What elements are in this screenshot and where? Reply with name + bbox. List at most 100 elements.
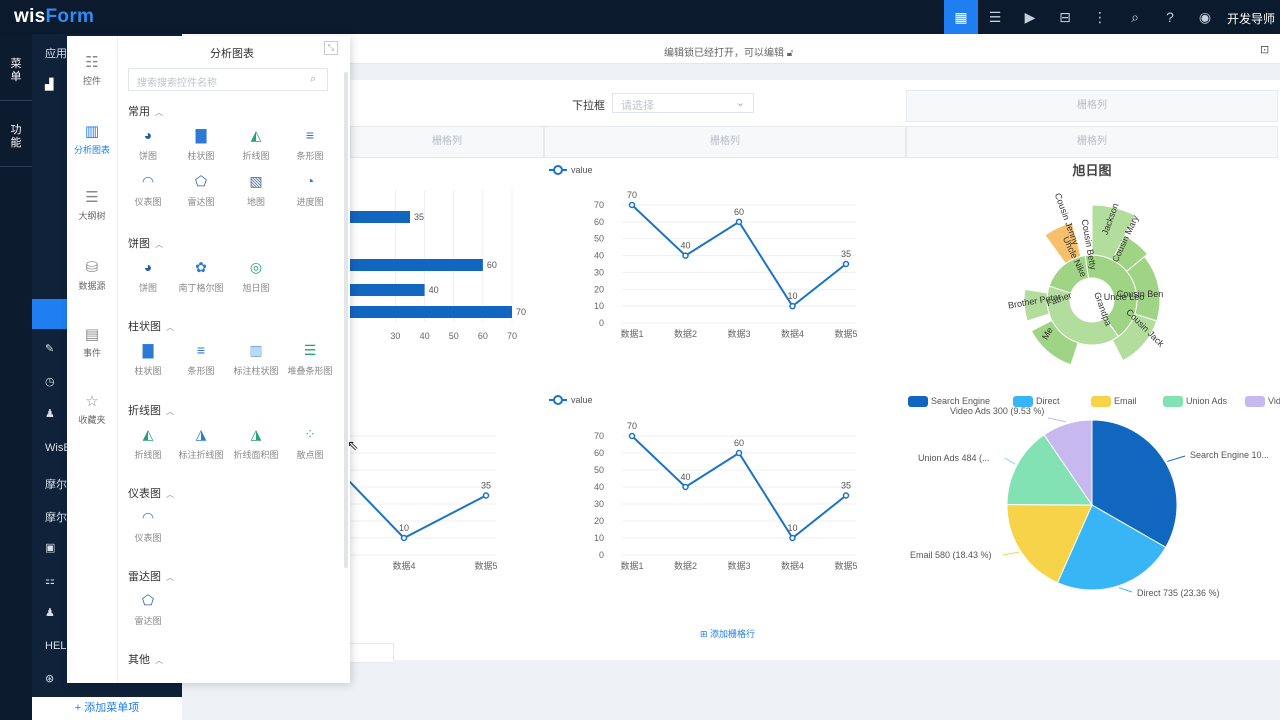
person-icon[interactable]: ♟ xyxy=(45,607,55,619)
line-chart-bottom[interactable]: 0 10 20 30 40 50 60 70 value 70 数据1 40 数据2 60 数据3 10 数据4… xyxy=(545,390,885,580)
panel-chart-item[interactable]: ◠ 仪表图 xyxy=(122,173,174,208)
database-icon[interactable]: ☰ xyxy=(988,8,1002,25)
sunburst-ring[interactable] xyxy=(1023,288,1050,322)
legend-swatch[interactable] xyxy=(908,396,928,407)
data-point[interactable] xyxy=(789,302,796,310)
grid-cell[interactable]: 栅格列 xyxy=(544,126,906,158)
panel-tab-1[interactable]: ▥ 分析图表 xyxy=(67,122,117,156)
panel-chart-item[interactable]: ⬠ 雷达图 xyxy=(175,173,227,208)
add-grid-row-button[interactable]: ⊞ 添加栅格行 xyxy=(700,629,756,639)
data-point[interactable] xyxy=(735,218,743,226)
panel-chart-item[interactable]: ◮ 折线面积图 xyxy=(230,426,282,461)
line-chart-top[interactable]: 0 10 20 30 40 50 60 70 value 70 数据1 40 数据2 60 数据3 10 数据4… xyxy=(545,160,885,350)
bar[interactable] xyxy=(345,259,483,271)
panel-pin-icon[interactable]: ⤡ xyxy=(324,41,338,55)
panel-tab-3[interactable]: ⛁ 数据源 xyxy=(67,258,117,292)
rail-menu-tab[interactable]: 菜单 xyxy=(10,58,22,83)
panel-chart-item[interactable]: ▧ 地图 xyxy=(230,173,282,208)
panel-chart-item[interactable]: ◭ 折线图 xyxy=(122,426,174,461)
panel-chart-item[interactable]: ☰ 堆叠条形图 xyxy=(284,342,336,377)
sunburst-ring[interactable] xyxy=(1044,221,1082,265)
panel-scrollbar[interactable] xyxy=(344,72,348,568)
pie-slice[interactable] xyxy=(1006,434,1093,506)
data-point[interactable] xyxy=(682,483,689,491)
grid-cell[interactable]: 栅格列 xyxy=(906,126,1278,158)
horizontal-bar-chart[interactable]: 30 40 50 60 70 35 60 40 70 xyxy=(345,160,530,350)
globe-icon[interactable]: ⊛ xyxy=(45,673,55,685)
panel-search-input[interactable]: 搜索搜索控件名称 xyxy=(128,68,328,91)
legend-swatch[interactable] xyxy=(1013,396,1033,407)
grid-cell[interactable]: 栅格列 xyxy=(350,126,544,158)
panel-section-header[interactable]: 仪表图 ︿ xyxy=(128,485,174,501)
panel-section-header[interactable]: 其他 ︿ xyxy=(128,651,163,667)
pie-slice[interactable] xyxy=(1056,504,1167,591)
panel-section-header[interactable]: 折线图 ︿ xyxy=(128,402,174,418)
app-menu-active-item[interactable] xyxy=(32,299,68,329)
search-icon[interactable]: ⌕ xyxy=(310,73,317,85)
panel-chart-item[interactable]: ⁘ 散点图 xyxy=(284,426,336,461)
export-icon[interactable]: ⊡ xyxy=(1260,44,1270,56)
grid-cell[interactable]: 栅格列 xyxy=(906,90,1278,122)
panel-chart-item[interactable]: ◕ 饼图 xyxy=(122,127,174,162)
legend-swatch[interactable] xyxy=(1163,396,1183,407)
app-menu-item[interactable]: 摩尔 xyxy=(45,479,67,491)
app-menu-item[interactable]: HELI xyxy=(45,640,70,652)
combo-select[interactable]: 请选择 ⌄ xyxy=(612,93,754,113)
pie-chart[interactable]: Search Engine Direct Email Union Ads Video A… xyxy=(900,390,1280,610)
layout-icon[interactable]: ▦ xyxy=(944,0,978,34)
pie-slice[interactable] xyxy=(1006,504,1093,584)
bar[interactable] xyxy=(345,306,512,318)
data-point[interactable] xyxy=(842,260,850,268)
pie-slice[interactable] xyxy=(1091,419,1178,549)
users-icon[interactable]: ♟ xyxy=(45,408,55,420)
edit-icon[interactable]: ✎ xyxy=(45,343,55,355)
data-point[interactable] xyxy=(735,449,743,457)
clock-icon[interactable]: ◷ xyxy=(45,376,55,388)
org-icon[interactable]: ⚏ xyxy=(45,575,55,587)
sunburst-ring[interactable] xyxy=(1030,319,1079,366)
pie-slice[interactable] xyxy=(1043,419,1093,507)
sunburst-ring[interactable] xyxy=(1111,235,1149,273)
data-point[interactable] xyxy=(682,252,689,259)
search-icon[interactable]: ⌕ xyxy=(1131,8,1139,25)
data-point[interactable] xyxy=(842,492,850,499)
app-menu-item[interactable]: 摩尔 xyxy=(45,512,67,524)
data-point[interactable] xyxy=(482,492,490,499)
panel-chart-item[interactable]: ▇ 柱状图 xyxy=(175,127,227,162)
panel-tab-2[interactable]: ☰ 大纲树 xyxy=(67,188,117,222)
panel-chart-item[interactable]: ▇ 柱状图 xyxy=(122,342,174,377)
rail-function-tab[interactable]: 功能 xyxy=(10,124,22,149)
legend-swatch[interactable] xyxy=(1245,396,1265,407)
add-menu-item-button[interactable]: + 添加菜单项 xyxy=(32,697,182,720)
panel-section-header[interactable]: 常用 ︿ xyxy=(128,103,163,119)
panel-chart-item[interactable]: ≡ 条形图 xyxy=(175,342,227,377)
sunburst-ring[interactable] xyxy=(1048,254,1090,294)
preview-icon[interactable]: ▶ xyxy=(1024,8,1036,25)
box-icon[interactable]: ▣ xyxy=(45,542,56,554)
bar[interactable] xyxy=(345,284,425,296)
panel-chart-item[interactable]: ◠ 仪表图 xyxy=(122,509,174,544)
publish-icon[interactable]: ⊟ xyxy=(1059,8,1071,25)
panel-section-header[interactable]: 雷达图 ︿ xyxy=(128,568,174,584)
bar[interactable] xyxy=(345,211,410,223)
panel-chart-item[interactable]: ◕ 饼图 xyxy=(122,259,174,294)
sunburst-ring[interactable] xyxy=(1111,313,1158,362)
partial-input[interactable] xyxy=(348,643,394,663)
panel-chart-item[interactable]: ◮ 标注折线图 xyxy=(175,426,227,461)
app-menu-item[interactable]: WisE xyxy=(45,442,71,454)
data-point[interactable] xyxy=(400,534,408,542)
panel-section-header[interactable]: 饼图 ︿ xyxy=(128,235,163,251)
more-icon[interactable]: ⋮ xyxy=(1093,8,1107,25)
help-icon[interactable]: ? xyxy=(1166,9,1174,25)
legend-swatch[interactable] xyxy=(1091,396,1111,407)
data-point[interactable] xyxy=(789,534,796,542)
panel-chart-item[interactable]: ✿ 南丁格尔图 xyxy=(175,259,227,294)
chart-icon[interactable]: ▟ xyxy=(45,79,54,91)
data-point[interactable] xyxy=(628,432,636,440)
panel-tab-5[interactable]: ☆ 收藏夹 xyxy=(67,392,117,426)
panel-chart-item[interactable]: ⬠ 雷达图 xyxy=(122,592,174,627)
panel-chart-item[interactable]: ◔ 进度图 xyxy=(284,173,336,208)
panel-section-header[interactable]: 柱状图 ︿ xyxy=(128,318,174,334)
